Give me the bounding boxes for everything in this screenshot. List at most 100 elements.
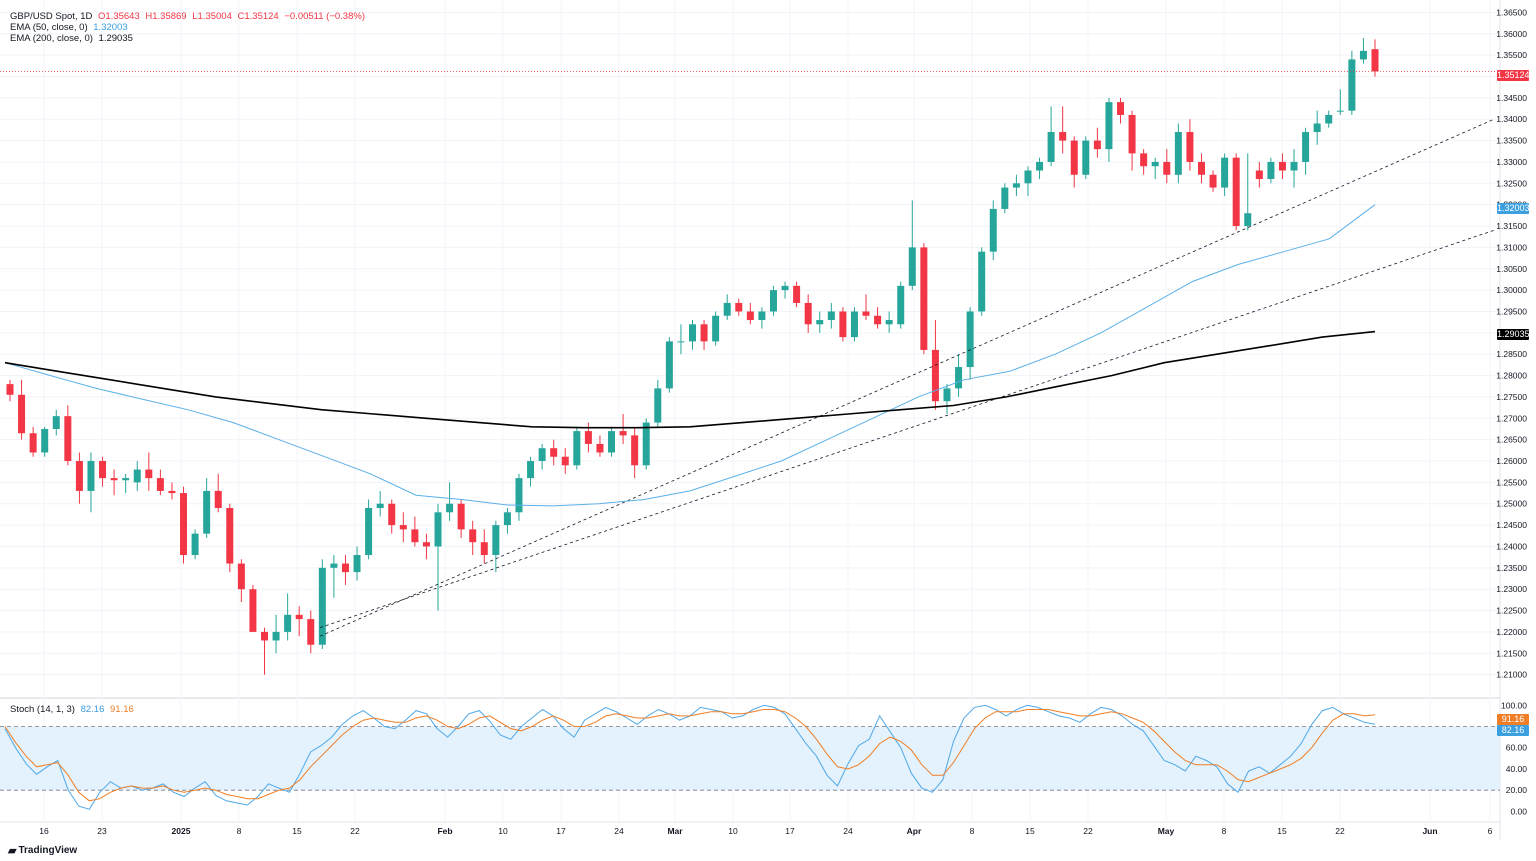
- ema50-price-tag: 1.32003: [1497, 203, 1530, 214]
- candle: [156, 469, 164, 496]
- time-tick-label: 16: [39, 826, 49, 836]
- candle-body: [1278, 161, 1286, 171]
- price-tick-label: 1.26500: [1496, 435, 1527, 445]
- candle: [503, 508, 511, 534]
- candle-body: [434, 512, 442, 547]
- price-tick-label: 1.25500: [1496, 477, 1527, 487]
- price-tick-label: 1.28000: [1496, 371, 1527, 381]
- candle-body: [1117, 102, 1125, 115]
- candle: [6, 379, 14, 402]
- candle: [52, 409, 60, 436]
- ema50-label: EMA (50, close, 0): [10, 22, 88, 33]
- price-tick-label: 1.31000: [1496, 242, 1527, 252]
- candle: [885, 311, 893, 333]
- time-tick-label: 10: [728, 826, 738, 836]
- candle: [469, 520, 477, 556]
- time-tick-label: 17: [556, 826, 566, 836]
- price-tick-label: 1.24000: [1496, 541, 1527, 551]
- stoch-tick-label: 0.00: [1510, 806, 1527, 816]
- candle: [1093, 127, 1101, 158]
- candle: [330, 555, 338, 598]
- candle-body: [203, 490, 211, 534]
- candle-body: [931, 349, 939, 402]
- candle: [989, 200, 997, 261]
- candle-body: [527, 461, 535, 479]
- candle: [1128, 110, 1136, 171]
- time-tick-label: 10: [498, 826, 508, 836]
- candle-body: [550, 448, 558, 457]
- time-tick-label: 15: [292, 826, 302, 836]
- candle: [1325, 110, 1333, 128]
- candle-body: [665, 341, 673, 389]
- candle-body: [1012, 183, 1020, 188]
- candle-body: [1140, 153, 1148, 167]
- open-value: O1.35643: [98, 11, 140, 22]
- symbol-label: GBP/USD Spot, 1D: [10, 11, 93, 22]
- candle-body: [758, 311, 766, 321]
- candle: [781, 281, 789, 299]
- candle: [237, 559, 245, 603]
- candle-body: [723, 302, 731, 316]
- trendline: [319, 118, 1495, 637]
- candle: [307, 610, 315, 654]
- candle: [1012, 174, 1020, 197]
- low-value: L1.35004: [192, 11, 232, 22]
- candle-body: [1093, 140, 1101, 150]
- ema200-line: [4, 330, 1376, 429]
- candle: [1036, 157, 1044, 180]
- candle: [1001, 183, 1009, 214]
- candle-body: [1371, 49, 1379, 72]
- candle: [99, 456, 107, 487]
- candle-body: [1036, 161, 1044, 171]
- candle-body: [827, 311, 835, 321]
- candle: [527, 456, 535, 487]
- time-tick-label: 24: [614, 826, 624, 836]
- candle: [64, 405, 72, 466]
- candle-body: [122, 478, 130, 481]
- candle: [18, 379, 26, 440]
- candle: [145, 452, 153, 491]
- candle: [862, 294, 870, 321]
- candle-body: [503, 512, 511, 526]
- candle: [573, 426, 581, 470]
- price-tick-label: 1.25000: [1496, 499, 1527, 509]
- candle: [1313, 110, 1321, 145]
- candle: [1348, 50, 1356, 115]
- candle: [978, 247, 986, 316]
- candle: [1070, 136, 1078, 188]
- candle-body: [18, 394, 26, 434]
- time-tick-label: 15: [1025, 826, 1035, 836]
- candle-body: [1255, 170, 1263, 180]
- candle-body: [839, 311, 847, 338]
- candle: [1186, 119, 1194, 171]
- candle: [87, 452, 95, 513]
- candle: [180, 486, 188, 564]
- candle-body: [1024, 170, 1032, 184]
- candle: [665, 337, 673, 393]
- candle-body: [677, 341, 685, 343]
- price-tick-label: 1.34000: [1496, 114, 1527, 124]
- main-legend-row-1: GBP/USD Spot, 1D O1.35643 H1.35869 L1.35…: [10, 11, 365, 22]
- time-tick-label: 22: [350, 826, 360, 836]
- stoch-tick-label: 100.00: [1501, 700, 1527, 710]
- candle-body: [191, 533, 199, 556]
- candle-body: [1209, 174, 1217, 188]
- candle: [480, 529, 488, 564]
- candle: [1047, 106, 1055, 167]
- candle-body: [654, 388, 662, 423]
- candle-body: [989, 208, 997, 252]
- candle: [619, 414, 627, 444]
- candle-body: [1001, 187, 1009, 209]
- candle-body: [897, 285, 905, 325]
- tradingview-logo[interactable]: ▰ TradingView: [8, 844, 77, 857]
- candle-body: [145, 469, 153, 479]
- candle: [758, 307, 766, 329]
- candle: [596, 435, 604, 457]
- stoch-d-tag: 91.16: [1497, 714, 1529, 725]
- candle: [700, 320, 708, 350]
- price-tick-label: 1.23500: [1496, 563, 1527, 573]
- candle: [284, 593, 292, 641]
- candle: [1059, 106, 1067, 154]
- candle: [816, 311, 824, 333]
